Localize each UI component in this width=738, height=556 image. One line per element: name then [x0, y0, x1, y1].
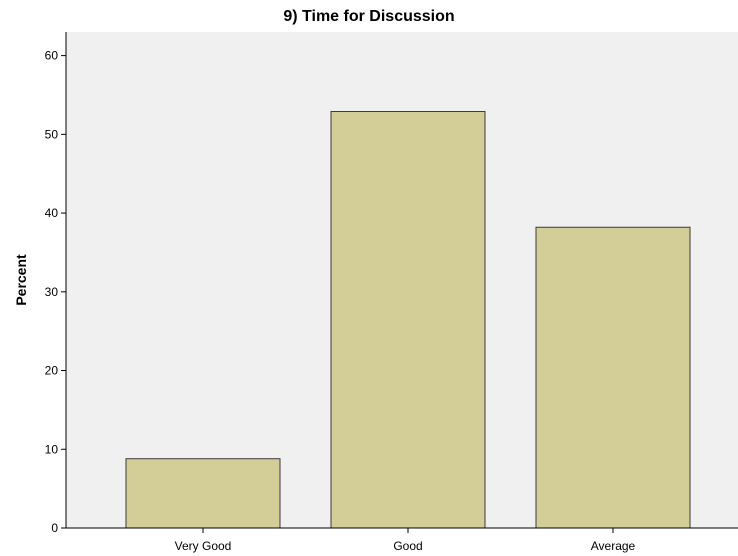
x-category-label: Very Good	[175, 539, 232, 553]
bar-average	[535, 226, 691, 529]
y-tick-label: 60	[45, 49, 59, 63]
chart-title: 9) Time for Discussion	[283, 8, 454, 25]
y-tick-label: 50	[45, 127, 59, 141]
x-labels-group: Very Good Good Average	[175, 528, 636, 553]
y-tick-label: 30	[45, 285, 59, 299]
y-tick-label: 20	[45, 364, 59, 378]
y-tick-label: 40	[45, 206, 59, 220]
bar-very-good	[125, 458, 281, 529]
y-tick-label: 0	[51, 521, 58, 535]
x-category-label: Good	[393, 539, 422, 553]
bars-group	[125, 111, 691, 529]
y-axis-label: Percent	[13, 254, 29, 306]
x-category-label: Average	[591, 539, 636, 553]
bar-good	[330, 111, 486, 529]
y-ticks-group: 0 10 20 30 40 50 60	[45, 49, 66, 535]
y-tick-label: 10	[45, 442, 59, 456]
